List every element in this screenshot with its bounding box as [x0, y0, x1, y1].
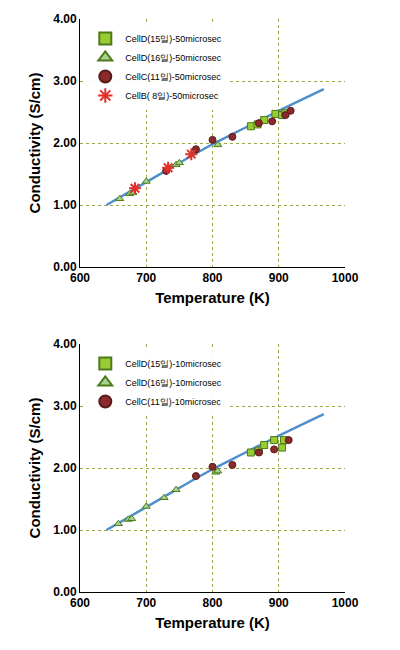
svg-text:4.00: 4.00 — [53, 337, 77, 351]
svg-text:CellC(11일)-50microsec: CellC(11일)-50microsec — [125, 72, 221, 82]
svg-text:CellC(11일)-10microsec: CellC(11일)-10microsec — [125, 397, 221, 407]
svg-text:CellD(16일)-50microsec: CellD(16일)-50microsec — [125, 53, 222, 63]
svg-text:2.00: 2.00 — [53, 136, 77, 150]
svg-text:1.00: 1.00 — [53, 523, 77, 537]
svg-text:CellD(15일)-10microsec: CellD(15일)-10microsec — [125, 359, 222, 369]
svg-text:800: 800 — [202, 271, 222, 285]
svg-text:0.00: 0.00 — [53, 585, 77, 599]
svg-text:700: 700 — [136, 596, 156, 610]
svg-text:900: 900 — [269, 596, 289, 610]
svg-text:1000: 1000 — [332, 271, 359, 285]
svg-text:3.00: 3.00 — [53, 399, 77, 413]
svg-text:1.00: 1.00 — [53, 198, 77, 212]
svg-text:1000: 1000 — [332, 596, 359, 610]
svg-text:700: 700 — [136, 271, 156, 285]
svg-text:800: 800 — [202, 596, 222, 610]
svg-text:CellB( 8일)-50microsec: CellB( 8일)-50microsec — [125, 91, 219, 101]
svg-text:3.00: 3.00 — [53, 74, 77, 88]
svg-text:Temperature (K): Temperature (K) — [155, 614, 270, 631]
svg-text:0.00: 0.00 — [53, 260, 77, 274]
svg-text:4.00: 4.00 — [53, 12, 77, 26]
svg-text:Temperature (K): Temperature (K) — [155, 289, 270, 306]
svg-text:2.00: 2.00 — [53, 461, 77, 475]
svg-text:CellD(16일)-10microsec: CellD(16일)-10microsec — [125, 378, 222, 388]
svg-text:Conductivity (S/cm): Conductivity (S/cm) — [26, 398, 43, 539]
svg-text:Conductivity (S/cm): Conductivity (S/cm) — [26, 73, 43, 214]
svg-text:600: 600 — [70, 271, 90, 285]
svg-text:900: 900 — [269, 271, 289, 285]
svg-text:CellD(15일)-50microsec: CellD(15일)-50microsec — [125, 34, 222, 44]
svg-text:600: 600 — [70, 596, 90, 610]
